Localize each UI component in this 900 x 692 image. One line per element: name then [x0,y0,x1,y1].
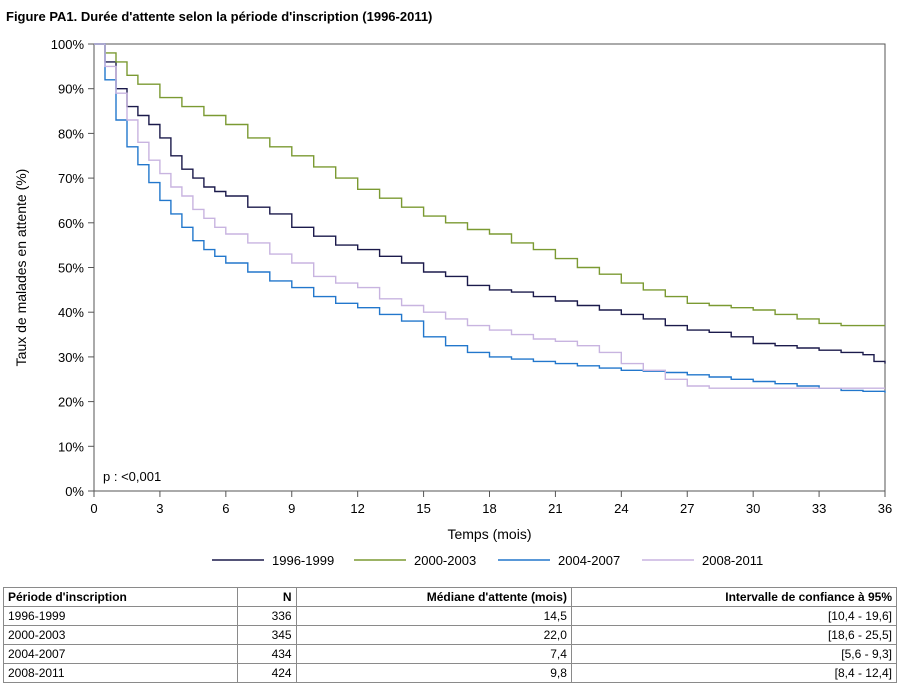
x-tick-label: 27 [680,501,694,516]
x-tick-label: 21 [548,501,562,516]
x-tick-label: 12 [350,501,364,516]
cell-periode: 1996-1999 [3,606,238,626]
legend-label: 1996-1999 [272,553,334,568]
cell-periode: 2008-2011 [3,663,238,683]
series-line-2000-2003 [94,43,885,327]
header-intervalle: Intervalle de confiance à 95% [570,587,898,607]
survival-chart: 0%10%20%30%40%50%60%70%80%90%100%0 3 6 9 12 1… [13,37,892,568]
y-tick-label: 10% [58,439,84,454]
p-value-annotation: p : <0,001 [103,469,161,484]
figure-title: Figure PA1. Durée d'attente selon la pér… [6,9,433,24]
header-mediane: Médiane d'attente (mois) [295,587,572,607]
cell-periode: 2004-2007 [3,644,238,664]
header-n: N [236,587,297,607]
x-tick-label: 36 [878,501,892,516]
cell-n: 345 [236,625,297,645]
x-tick-label: 3 [156,501,163,516]
y-tick-label: 80% [58,126,84,141]
y-tick-label: 100% [51,37,85,52]
table-header-row: Période d'inscription N Médiane d'attent… [3,587,898,607]
x-axis-label: Temps (mois) [447,526,531,542]
table-row: 1996-1999 336 14,5 [10,4 - 19,6] [3,606,898,626]
x-tick-label: 18 [482,501,496,516]
cell-n: 336 [236,606,297,626]
legend-label: 2008-2011 [702,553,763,568]
cell-intervalle: [18,6 - 25,5] [570,625,898,645]
cell-intervalle: [8,4 - 12,4] [570,663,898,683]
y-axis-label: Taux de malades en attente (%) [13,169,29,367]
table-row: 2008-2011 424 9,8 [8,4 - 12,4] [3,663,898,683]
cell-mediane: 22,0 [295,625,572,645]
series-lines [94,43,886,393]
y-tick-label: 40% [58,305,84,320]
legend: 1996-1999 2000-2003 2004-2007 2008-2011 [212,553,763,568]
series-line-2004-2007 [94,43,886,393]
chart-axes: 0%10%20%30%40%50%60%70%80%90%100%0 3 6 9 12 1… [13,37,892,542]
cell-periode: 2000-2003 [3,625,238,645]
cell-n: 434 [236,644,297,664]
legend-label: 2004-2007 [558,553,620,568]
cell-mediane: 9,8 [295,663,572,683]
series-line-1996-1999 [94,43,886,364]
legend-label: 2000-2003 [414,553,476,568]
cell-mediane: 14,5 [295,606,572,626]
cell-intervalle: [5,6 - 9,3] [570,644,898,664]
y-tick-label: 0% [65,484,84,499]
table-row: 2000-2003 345 22,0 [18,6 - 25,5] [3,625,898,645]
x-tick-label: 30 [746,501,760,516]
y-tick-label: 90% [58,82,84,97]
cell-n: 424 [236,663,297,683]
y-tick-label: 60% [58,216,84,231]
x-tick-label: 33 [812,501,826,516]
cell-mediane: 7,4 [295,644,572,664]
table-row: 2004-2007 434 7,4 [5,6 - 9,3] [3,644,898,664]
header-periode: Période d'inscription [3,587,238,607]
x-tick-label: 24 [614,501,628,516]
y-tick-label: 50% [58,261,84,276]
plot-frame [93,43,886,492]
x-tick-label: 9 [288,501,295,516]
summary-table: Période d'inscription N Médiane d'attent… [3,587,898,683]
x-tick-label: 15 [416,501,430,516]
y-tick-label: 70% [58,171,84,186]
x-tick-label: 0 [90,501,97,516]
cell-intervalle: [10,4 - 19,6] [570,606,898,626]
series-line-2008-2011 [94,43,885,389]
x-tick-label: 6 [222,501,229,516]
y-tick-label: 20% [58,395,84,410]
y-tick-label: 30% [58,350,84,365]
